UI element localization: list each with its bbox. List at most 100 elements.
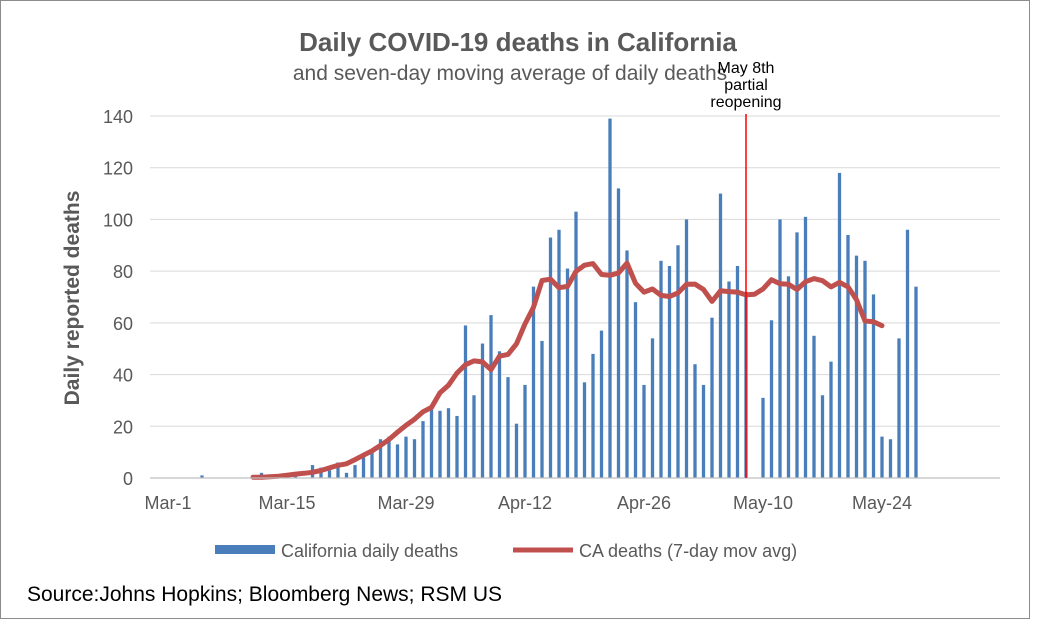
bar xyxy=(200,475,204,478)
bar xyxy=(616,188,621,478)
bar xyxy=(548,237,553,478)
chart-title: Daily COVID-19 deaths in California xyxy=(299,27,737,57)
bar xyxy=(370,449,374,478)
moving-average-line xyxy=(250,260,885,480)
bar xyxy=(625,250,629,478)
chart-subtitle: and seven-day moving average of daily de… xyxy=(293,62,727,85)
bar xyxy=(599,330,604,478)
bar xyxy=(820,395,825,478)
bar xyxy=(650,338,655,478)
bar xyxy=(531,286,536,478)
bar xyxy=(344,472,349,478)
legend-label-bars: California daily deaths xyxy=(281,541,458,561)
bar xyxy=(336,462,340,478)
bar xyxy=(863,260,867,478)
bar xyxy=(803,216,808,479)
axes: 0 20 40 60 80 100 120 140 Mar-1 Mar-15 Mar-29 Apr-1… xyxy=(103,107,1000,513)
y-tick-label: 140 xyxy=(103,107,133,127)
bar xyxy=(829,361,833,478)
bar xyxy=(786,276,791,478)
bar xyxy=(412,439,417,478)
bar-series xyxy=(200,118,918,479)
bar xyxy=(888,439,893,478)
line-series xyxy=(250,260,885,480)
bar xyxy=(404,436,408,478)
y-tick-label: 100 xyxy=(103,210,133,230)
y-tick-label: 0 xyxy=(123,469,133,489)
legend-swatch-bars xyxy=(215,545,275,554)
bar xyxy=(710,317,714,478)
bar xyxy=(897,338,901,478)
bar xyxy=(565,268,570,478)
bar xyxy=(693,364,697,478)
bar xyxy=(871,294,876,478)
bar xyxy=(455,415,459,478)
bar xyxy=(846,234,850,478)
bar xyxy=(854,255,859,478)
bar xyxy=(701,384,706,478)
reopening-annotation-text: reopening xyxy=(710,94,781,111)
bar xyxy=(718,193,723,479)
bar xyxy=(591,353,595,478)
bar xyxy=(795,232,799,478)
bar xyxy=(327,470,332,478)
bar xyxy=(914,286,918,478)
bar xyxy=(608,118,612,478)
source-note: Source:Johns Hopkins; Bloomberg News; RS… xyxy=(27,583,502,606)
bar xyxy=(472,395,476,478)
bar xyxy=(659,260,663,478)
bar xyxy=(506,377,510,478)
y-tick-label: 20 xyxy=(113,417,133,437)
x-tick-label: May-10 xyxy=(733,493,793,513)
x-tick-label: May-24 xyxy=(852,493,912,513)
bar xyxy=(582,382,587,478)
bar xyxy=(667,265,672,478)
bar xyxy=(761,397,765,478)
y-tick-label: 80 xyxy=(113,262,133,282)
bar xyxy=(540,340,544,478)
bar xyxy=(905,229,910,478)
bar xyxy=(574,211,578,478)
bar xyxy=(557,229,561,478)
bar xyxy=(735,265,740,478)
bar xyxy=(378,439,383,478)
bar xyxy=(812,335,816,478)
bar xyxy=(684,219,689,478)
x-tick-label: Mar-29 xyxy=(377,493,434,513)
bar xyxy=(727,281,731,478)
x-tick-label: Apr-26 xyxy=(617,493,671,513)
bar xyxy=(523,384,527,478)
bar xyxy=(361,454,366,478)
bar xyxy=(497,351,502,478)
reopening-annotation-text: partial xyxy=(724,77,768,94)
bar xyxy=(293,475,298,478)
bar xyxy=(387,436,391,478)
bar xyxy=(642,384,646,478)
bar xyxy=(353,465,357,478)
y-tick-label: 40 xyxy=(113,366,133,386)
y-axis-label: Daily reported deaths xyxy=(61,191,84,406)
bar xyxy=(778,219,782,478)
bar xyxy=(446,408,451,478)
bar xyxy=(480,343,485,478)
bar xyxy=(489,315,493,478)
legend: California daily deaths CA deaths (7-day… xyxy=(215,541,797,561)
bar xyxy=(769,320,774,478)
y-tick-label: 60 xyxy=(113,314,133,334)
bar xyxy=(514,423,519,478)
reopening-annotation-text: May 8th xyxy=(718,60,775,77)
y-tick-label: 120 xyxy=(103,159,133,179)
bar xyxy=(633,302,638,478)
x-tick-label: Mar-15 xyxy=(258,493,315,513)
bar xyxy=(463,325,468,478)
bar xyxy=(676,245,680,478)
bar xyxy=(438,410,442,478)
bar xyxy=(421,421,425,478)
x-tick-label: Apr-12 xyxy=(498,493,552,513)
x-tick-label: Mar-1 xyxy=(144,493,191,513)
legend-label-line: CA deaths (7-day mov avg) xyxy=(579,541,797,561)
bar xyxy=(880,436,884,478)
bar xyxy=(395,444,400,478)
